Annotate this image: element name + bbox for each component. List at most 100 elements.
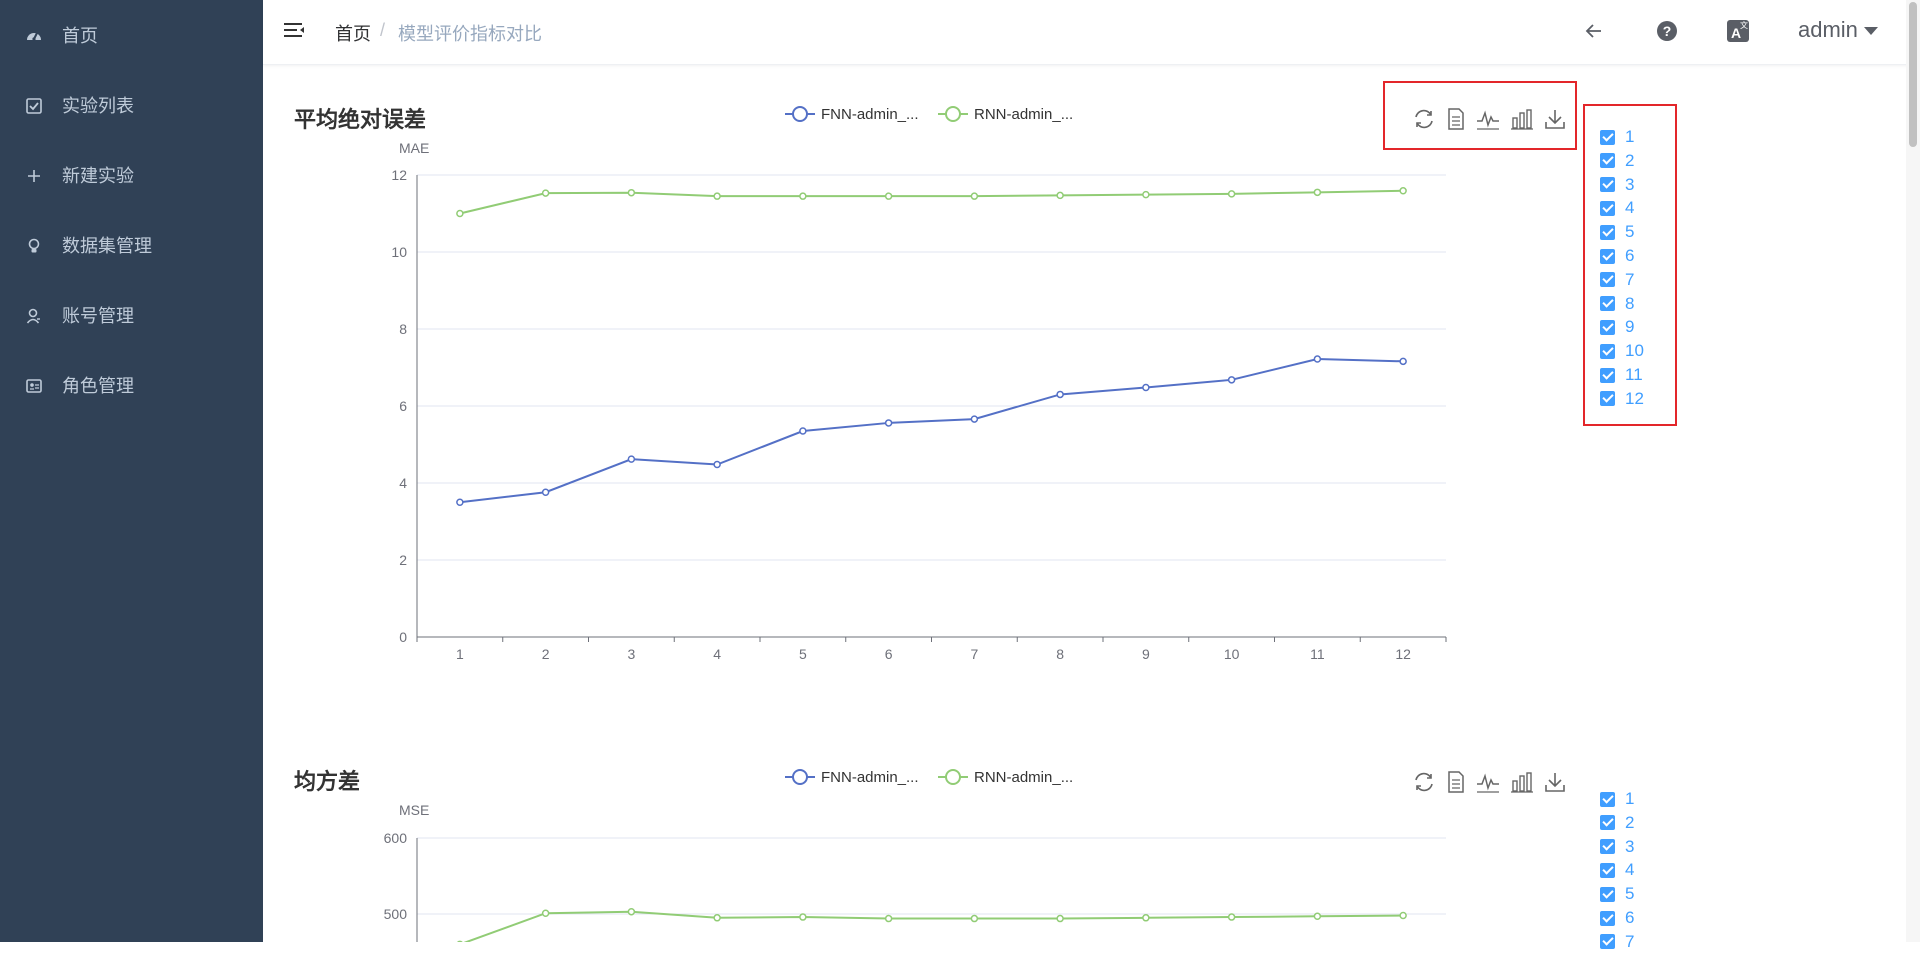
sidebar-item-home[interactable]: 首页: [0, 8, 263, 64]
series-checkbox[interactable]: 1: [1600, 788, 1634, 810]
data-point: [1399, 911, 1407, 920]
series-checkbox[interactable]: 8: [1600, 293, 1634, 315]
checkbox-checked-icon: [1600, 862, 1615, 878]
user-dropdown[interactable]: admin: [1798, 17, 1878, 43]
checkbox-checked-icon: [1600, 815, 1615, 831]
hamburger-icon[interactable]: [283, 20, 305, 42]
series-checkbox[interactable]: 11: [1600, 364, 1643, 386]
checkbox-label: 9: [1625, 317, 1635, 337]
data-view-icon[interactable]: [1444, 107, 1468, 131]
back-arrow-icon[interactable]: [1581, 18, 1607, 44]
sidebar-item-label: 实验列表: [62, 96, 134, 116]
checkbox-checked-icon: [1600, 272, 1615, 288]
data-point: [884, 419, 893, 427]
data-point: [627, 907, 636, 916]
legend-item-rnn[interactable]: RNN-admin_...: [938, 104, 1073, 124]
series-line: [463, 910, 1404, 942]
series-checkbox[interactable]: 3: [1600, 174, 1634, 196]
checkbox-checked-icon: [1600, 391, 1615, 407]
series-checkbox[interactable]: 4: [1600, 197, 1634, 219]
plus-icon: [28, 170, 40, 182]
scrollbar-thumb[interactable]: [1909, 2, 1917, 147]
series-checkbox[interactable]: 5: [1600, 221, 1634, 243]
x-tick-label: 7: [970, 646, 978, 662]
series-checkbox[interactable]: 12: [1600, 388, 1644, 410]
series-checkbox[interactable]: 6: [1600, 245, 1634, 267]
checkbox-checked-icon: [1600, 177, 1615, 193]
x-tick-label: 12: [1395, 646, 1411, 662]
checkbox-label: 12: [1625, 388, 1644, 408]
x-tick-label: 8: [1056, 646, 1064, 662]
translate-icon[interactable]: A 文: [1725, 18, 1751, 44]
sidebar-item-accounts[interactable]: 账号管理: [0, 288, 263, 344]
y-axis-name: MSE: [399, 802, 429, 818]
series-checkbox[interactable]: 7: [1600, 269, 1634, 291]
data-view-icon[interactable]: [1444, 770, 1468, 794]
legend-item-fnn[interactable]: FNN-admin_...: [785, 104, 919, 124]
breadcrumb-separator: /: [380, 20, 386, 40]
data-point: [970, 914, 979, 923]
checkbox-label: 6: [1625, 246, 1635, 265]
checkbox-label: 10: [1625, 341, 1644, 361]
restore-icon[interactable]: [1412, 770, 1436, 794]
y-tick-label: 600: [384, 830, 408, 846]
help-icon[interactable]: ?: [1654, 18, 1680, 44]
checkbox-checked-icon: [1600, 839, 1615, 855]
y-tick-label: 500: [384, 906, 408, 922]
checkbox-checked-icon: [1600, 367, 1615, 383]
sidebar-item-experiments[interactable]: 实验列表: [0, 78, 263, 134]
series-checkbox[interactable]: 5: [1600, 883, 1634, 905]
scrollbar[interactable]: [1906, 0, 1920, 942]
legend-line-marker: [938, 769, 968, 785]
bar-chart-icon[interactable]: [1510, 770, 1534, 794]
user-icon: [26, 308, 40, 324]
svg-text:文: 文: [1740, 20, 1748, 30]
series-checkbox[interactable]: 6: [1600, 907, 1634, 929]
data-point: [799, 427, 807, 435]
data-point: [970, 415, 979, 423]
checkbox-checked-icon: [1600, 791, 1615, 807]
data-point: [799, 913, 807, 921]
checkbox-label: 7: [1625, 269, 1635, 289]
legend-label: FNN-admin_...: [821, 768, 919, 786]
checkbox-checked-icon: [1600, 153, 1615, 169]
data-point: [1056, 914, 1064, 923]
legend-item-fnn[interactable]: FNN-admin_...: [785, 767, 919, 787]
checkbox-checked-icon: [1600, 248, 1615, 264]
x-tick-label: 2: [542, 646, 550, 662]
sidebar-item-new-experiment[interactable]: 新建实验: [0, 148, 263, 204]
data-point: [1227, 376, 1236, 384]
bar-chart-icon[interactable]: [1510, 107, 1534, 131]
y-tick-label: 2: [399, 552, 407, 568]
legend-item-rnn[interactable]: RNN-admin_...: [938, 767, 1073, 787]
series-checkbox[interactable]: 2: [1600, 150, 1634, 172]
series-checkbox[interactable]: 1: [1600, 126, 1634, 148]
line-chart-icon[interactable]: [1476, 107, 1500, 131]
series-checkbox[interactable]: 2: [1600, 812, 1634, 834]
restore-icon[interactable]: [1412, 107, 1436, 131]
sidebar-item-roles[interactable]: 角色管理: [0, 358, 263, 414]
sidebar-item-datasets[interactable]: 数据集管理: [0, 218, 263, 274]
x-tick-label: 4: [713, 646, 721, 662]
line-chart-icon[interactable]: [1476, 770, 1500, 794]
x-tick-label: 5: [799, 646, 807, 662]
checkbox-checked-icon: [1600, 910, 1615, 926]
series-checkbox[interactable]: 10: [1600, 340, 1644, 362]
x-tick-label: 10: [1224, 646, 1240, 662]
download-icon[interactable]: [1543, 770, 1567, 794]
y-axis-name: MAE: [399, 140, 429, 156]
toolbox-highlight-box: [1383, 81, 1577, 150]
chart-title-mse: 均方差: [294, 769, 361, 794]
checkbox-label: 3: [1625, 836, 1635, 856]
y-tick-label: 4: [399, 475, 407, 491]
series-checkbox[interactable]: 4: [1600, 859, 1634, 881]
data-point: [627, 188, 636, 197]
series-checkbox[interactable]: 3: [1600, 836, 1634, 858]
breadcrumb-home[interactable]: 首页: [335, 24, 371, 44]
legend-line-marker: [938, 106, 968, 122]
data-point: [541, 488, 550, 496]
data-point: [884, 192, 893, 200]
series-checkbox[interactable]: 9: [1600, 316, 1634, 338]
data-point: [1399, 357, 1407, 366]
download-icon[interactable]: [1543, 107, 1567, 131]
